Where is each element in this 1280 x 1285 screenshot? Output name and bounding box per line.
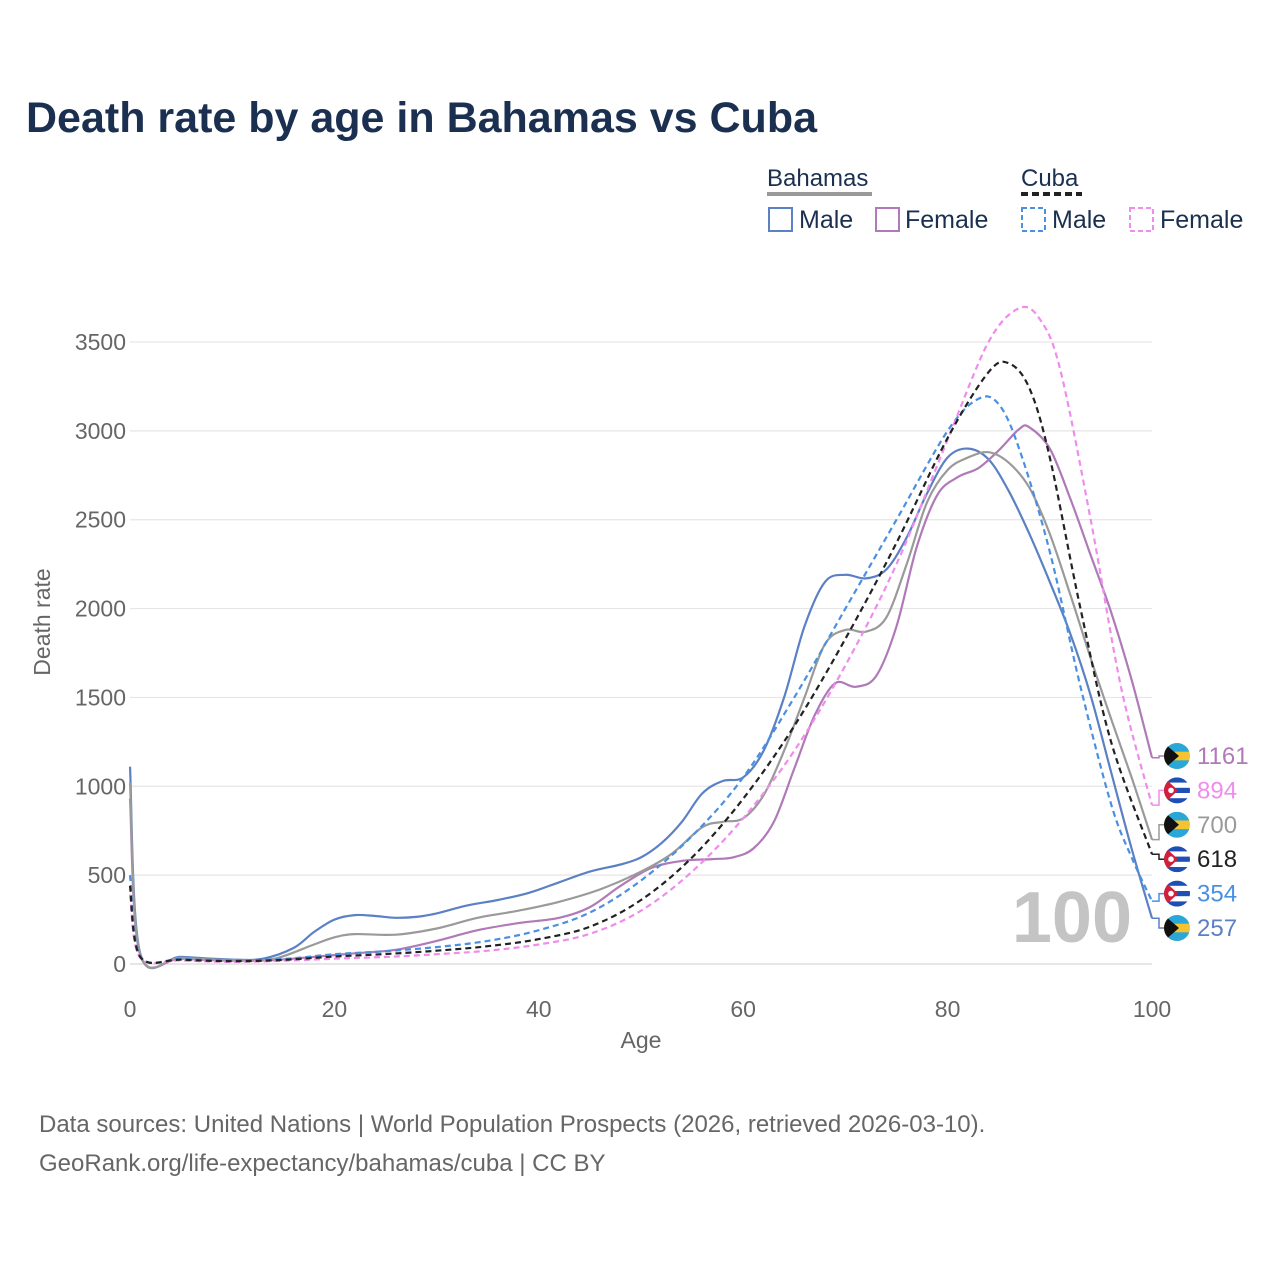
end-label-bahamas-female: 1161 xyxy=(1197,743,1249,770)
legend-item-cuba-male[interactable]: Male xyxy=(1021,206,1106,234)
end-connector-cuba-total xyxy=(1152,853,1164,860)
legend-label-cuba-male: Male xyxy=(1052,206,1106,234)
year-watermark: 100 xyxy=(1012,878,1132,958)
flag-badge-cuba-female-icon xyxy=(1164,777,1190,804)
y-tick-label-0: 0 xyxy=(113,951,126,977)
flag-bahamas-top-stripe xyxy=(1164,811,1190,821)
x-tick-label-40: 40 xyxy=(526,996,552,1022)
y-tick-label-1500: 1500 xyxy=(75,684,126,710)
flag-cuba-star xyxy=(1168,890,1174,897)
flag-badge-bahamas-total-icon xyxy=(1164,811,1190,838)
end-label-cuba-male: 354 xyxy=(1197,881,1237,908)
end-label-bahamas-total: 700 xyxy=(1197,812,1237,839)
flag-bahamas-triangle xyxy=(1164,915,1179,941)
flag-badge-cuba-male-icon xyxy=(1164,880,1190,907)
series-line-bahamas-female xyxy=(128,424,1154,969)
x-tick-label-0: 0 xyxy=(124,996,137,1022)
flag-cuba-stripe-0 xyxy=(1164,880,1190,886)
y-tick-label-500: 500 xyxy=(88,862,126,888)
series-line-bahamas-total xyxy=(128,450,1154,969)
legend-label-bahamas-male: Male xyxy=(799,206,853,234)
footer-link[interactable]: GeoRank.org/life-expectancy/bahamas/cuba… xyxy=(39,1150,606,1177)
chart-title: Death rate by age in Bahamas vs Cuba xyxy=(26,94,818,142)
flag-cuba-stripe-4 xyxy=(1164,901,1190,907)
legend-swatch-bahamas-female xyxy=(875,207,900,232)
flag-bahamas-bottom-stripe xyxy=(1164,932,1190,941)
legend-swatch-bahamas-male xyxy=(768,207,793,232)
flag-cuba-stripe-0 xyxy=(1164,846,1190,852)
x-tick-label-20: 20 xyxy=(322,996,348,1022)
y-tick-label-2000: 2000 xyxy=(75,596,126,622)
legend-item-bahamas-male[interactable]: Male xyxy=(768,206,853,234)
legend-group-cuba: Cuba xyxy=(1021,165,1079,192)
end-connector-bahamas-male xyxy=(1152,917,1164,929)
flag-badge-bahamas-female-icon xyxy=(1164,743,1190,769)
end-connector-bahamas-female xyxy=(1152,755,1164,759)
legend-item-cuba-female[interactable]: Female xyxy=(1129,206,1243,234)
x-axis-label: Age xyxy=(621,1027,662,1053)
legend-group-bahamas: Bahamas xyxy=(767,165,868,192)
legend-item-bahamas-female[interactable]: Female xyxy=(875,206,988,234)
flag-cuba-star xyxy=(1168,856,1174,862)
flag-badge-bahamas-male-icon xyxy=(1164,915,1190,941)
y-tick-label-1000: 1000 xyxy=(75,773,126,799)
series-lines xyxy=(128,305,1154,970)
end-connector-bahamas-total xyxy=(1152,824,1164,841)
x-tick-label-80: 80 xyxy=(935,996,961,1022)
end-connector-cuba-female xyxy=(1152,789,1164,806)
end-label-bahamas-male: 257 xyxy=(1197,915,1237,942)
flag-bahamas-bottom-stripe xyxy=(1164,829,1190,838)
legend: Bahamas Cuba Male Female Male Female xyxy=(767,165,1243,234)
footer-source: Data sources: United Nations | World Pop… xyxy=(39,1111,985,1138)
end-connector-cuba-male xyxy=(1152,892,1164,902)
flag-cuba-stripe-4 xyxy=(1164,798,1190,804)
y-tick-label-3500: 3500 xyxy=(75,329,126,355)
x-tick-label-100: 100 xyxy=(1133,996,1171,1022)
series-line-cuba-female xyxy=(128,305,1154,965)
flag-bahamas-triangle xyxy=(1164,743,1179,769)
y-tick-label-2500: 2500 xyxy=(75,507,126,533)
end-label-cuba-female: 894 xyxy=(1197,777,1237,804)
legend-swatch-cuba-female xyxy=(1129,207,1154,232)
legend-swatch-cuba-male xyxy=(1021,207,1046,232)
flag-cuba-star xyxy=(1168,787,1174,794)
flag-bahamas-top-stripe xyxy=(1164,743,1190,752)
legend-label-cuba-female: Female xyxy=(1160,206,1243,234)
flag-bahamas-top-stripe xyxy=(1164,915,1190,924)
flag-bahamas-bottom-stripe xyxy=(1164,760,1190,769)
flag-badge-cuba-total-icon xyxy=(1164,846,1190,873)
series-line-cuba-male xyxy=(128,395,1153,965)
flag-cuba-stripe-4 xyxy=(1164,867,1190,873)
x-tick-label-60: 60 xyxy=(730,996,756,1022)
gridlines xyxy=(130,341,1152,965)
y-axis-ticks: 0 500 1000 1500 2000 2500 3000 3500 xyxy=(75,329,126,977)
y-tick-label-3000: 3000 xyxy=(75,418,126,444)
end-label-cuba-total: 618 xyxy=(1197,846,1237,873)
y-axis-label: Death rate xyxy=(29,568,55,675)
flag-bahamas-triangle xyxy=(1164,811,1179,838)
flag-cuba-stripe-0 xyxy=(1164,777,1190,783)
series-line-cuba-total xyxy=(128,360,1154,965)
x-axis-ticks: 0 20 40 60 80 100 xyxy=(124,996,1172,1022)
legend-label-bahamas-female: Female xyxy=(905,206,988,234)
end-labels: 1161 894 700 618 354 257 xyxy=(1152,743,1249,942)
series-line-bahamas-male xyxy=(128,447,1154,970)
